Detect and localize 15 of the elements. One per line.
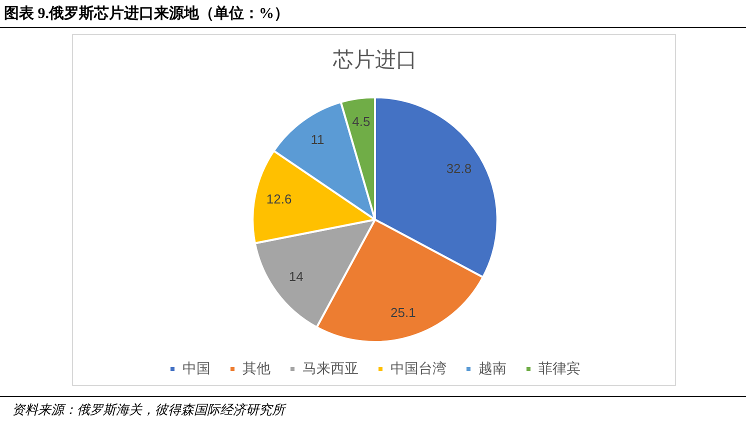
chart-subtitle: 芯片进口 — [332, 48, 417, 72]
data-label: 4.5 — [352, 114, 370, 130]
legend-label: 越南 — [478, 360, 506, 376]
text: 资料来源：俄罗斯海关，彼得森国际经济研究所 — [12, 401, 285, 419]
legend-label: 菲律宾 — [538, 360, 580, 376]
legend-label: 中国台湾 — [390, 360, 446, 376]
chart-title: 图表 9.俄罗斯芯片进口来源地（单位：%） — [4, 4, 289, 23]
data-label: 11 — [310, 132, 324, 147]
legend-label: 马来西亚 — [302, 360, 358, 376]
legend-label: 其他 — [242, 360, 270, 376]
data-label: 25.1 — [390, 304, 416, 320]
legend-label: 中国 — [182, 360, 210, 376]
data-label: 14 — [288, 269, 304, 284]
data-label: 12.6 — [266, 192, 292, 207]
data-label: 32.8 — [446, 160, 472, 176]
